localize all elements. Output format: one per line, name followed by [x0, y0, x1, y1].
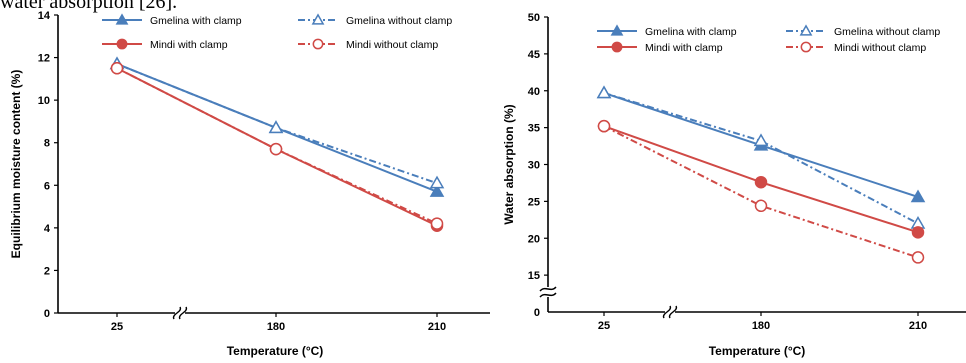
data-point [754, 175, 768, 189]
data-point [597, 119, 611, 133]
y-axis-title: Equilibrium moisture content (%) [9, 70, 23, 259]
y-axis-break-icon [539, 286, 557, 298]
y-tick-label: 50 [528, 12, 540, 24]
legend-item: Gmelina without clamp [786, 24, 940, 38]
y-origin-label: 0 [534, 307, 540, 319]
y-axis-title: Water absorption (%) [502, 104, 516, 224]
x-tick-label: 25 [111, 321, 123, 333]
y-tick-label: 35 [528, 123, 540, 135]
y-tick-label: 25 [528, 196, 540, 208]
y-tick-label: 45 [528, 49, 540, 61]
x-axis-break-icon [662, 305, 678, 319]
legend-item: Mindi without clamp [298, 38, 438, 51]
x-axis-title: Temperature (°C) [709, 344, 806, 358]
x-tick-label: 210 [909, 320, 927, 332]
data-point [268, 120, 284, 134]
data-point [269, 142, 283, 156]
y-tick-label: 14 [38, 10, 51, 22]
legend-label: Mindi without clamp [834, 42, 926, 54]
legend-marker [800, 41, 812, 53]
data-point [110, 61, 124, 75]
legend-item: Mindi with clamp [102, 38, 228, 51]
legend-label: Mindi without clamp [346, 39, 438, 51]
legend-marker [312, 38, 324, 50]
data-point [596, 85, 612, 99]
y-tick-label: 20 [528, 233, 540, 245]
y-tick-label: 8 [44, 138, 50, 150]
legend-item: Gmelina with clamp [102, 13, 242, 27]
data-point [429, 184, 445, 197]
y-tick-label: 10 [38, 95, 50, 107]
y-tick-label: 40 [528, 86, 540, 98]
y-tick-label: 4 [44, 223, 51, 235]
legend-marker [799, 24, 813, 36]
data-point [911, 251, 925, 264]
legend-item: Mindi without clamp [786, 41, 926, 54]
y-tick-label: 6 [44, 180, 50, 192]
data-point [753, 133, 769, 147]
x-tick-label: 25 [598, 320, 610, 332]
x-axis-title: Temperature (°C) [227, 344, 324, 358]
legend-label: Mindi with clamp [150, 39, 228, 51]
legend-marker [115, 13, 129, 25]
data-point [429, 175, 445, 189]
chart-moisture-content: 0 2 4 6 8 10 12 14 25 180 210 Equilibrium moisture … [9, 10, 490, 358]
y-tick-label: 12 [38, 53, 50, 65]
legend-label: Gmelina without clamp [346, 15, 452, 27]
caption-fragment: water absorption [26]. [0, 0, 178, 13]
legend-label: Mindi with clamp [645, 42, 723, 54]
y-tick-label: 0 [44, 308, 50, 320]
x-tick-label: 180 [752, 320, 770, 332]
data-point [430, 217, 444, 230]
x-tick-label: 180 [267, 321, 285, 333]
y-tick-label: 2 [44, 265, 50, 277]
x-tick-label: 210 [428, 321, 446, 333]
y-tick-label: 15 [528, 270, 540, 282]
data-point [754, 199, 768, 213]
series-line [116, 67, 438, 225]
legend-marker [311, 13, 325, 25]
data-point [911, 226, 925, 239]
legend-item: Gmelina with clamp [597, 24, 737, 38]
legend-label: Gmelina with clamp [150, 15, 242, 27]
legend-marker [610, 24, 624, 36]
legend-item: Mindi with clamp [597, 41, 723, 54]
legend-item: Gmelina without clamp [298, 13, 452, 27]
legend-marker [116, 38, 128, 50]
y-tick-label: 30 [528, 160, 540, 172]
legend-marker [611, 41, 623, 53]
data-point [910, 189, 926, 203]
x-axis-break-icon [172, 306, 188, 320]
legend-label: Gmelina without clamp [834, 26, 940, 38]
legend-label: Gmelina with clamp [645, 26, 737, 38]
